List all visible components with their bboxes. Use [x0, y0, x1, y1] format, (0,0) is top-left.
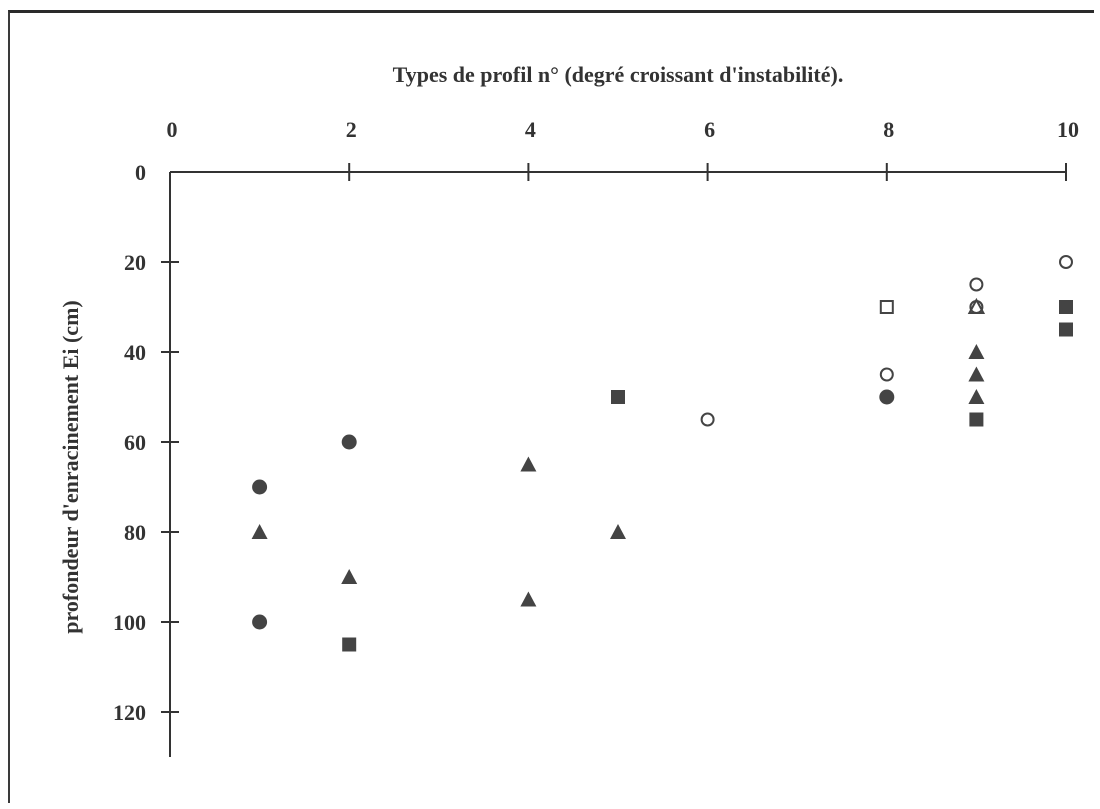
filled-square-marker: [342, 637, 357, 652]
filled-square-marker: [611, 390, 625, 404]
filled-triangle-marker: [251, 524, 268, 539]
chart-frame: [8, 10, 1094, 803]
y-tick-labels: 0 20 40 60 80 100 120: [113, 160, 146, 725]
x-tick-label: 0: [167, 117, 178, 142]
x-tick-label: 10: [1057, 117, 1079, 142]
x-tick-label: 8: [883, 117, 894, 142]
y-tick-label: 60: [124, 430, 146, 455]
open-circle-marker: [700, 412, 715, 427]
filled-circle-marker: [252, 479, 268, 495]
y-tick-label: 40: [124, 340, 146, 365]
x-tick-label: 6: [704, 117, 715, 142]
x-axis-title: Types de profil n° (degré croissant d'in…: [393, 62, 844, 87]
filled-square-marker: [1059, 300, 1073, 314]
filled-triangle-marker: [610, 524, 626, 539]
open-circle-marker: [879, 367, 894, 382]
filled-circle-marker: [252, 614, 268, 630]
filled-triangle-marker: [968, 389, 985, 404]
filled-triangle-marker: [520, 591, 537, 607]
filled-circle-marker: [341, 434, 357, 450]
filled-triangle-marker: [968, 366, 985, 382]
y-tick-label: 0: [135, 160, 146, 185]
x-tick-label: 2: [346, 117, 357, 142]
y-tick-label: 80: [124, 520, 146, 545]
data-points: [251, 255, 1073, 652]
filled-triangle-marker: [520, 456, 537, 472]
open-triangle-marker: [967, 297, 986, 314]
filled-square-marker: [1059, 322, 1073, 337]
y-axis-title: profondeur d'enracinement Ei (cm): [58, 300, 83, 633]
y-tick-label: 120: [113, 700, 146, 725]
filled-triangle-marker: [968, 344, 985, 359]
filled-circle-marker: [879, 389, 895, 405]
filled-triangle-marker: [341, 569, 358, 584]
x-tick-labels: 0 2 4 6 8 10: [167, 117, 1080, 142]
x-tick-label: 4: [525, 117, 536, 142]
open-square-marker: [879, 300, 894, 314]
open-circle-marker: [1059, 255, 1073, 269]
y-tick-label: 100: [113, 610, 146, 635]
axes: [161, 163, 1067, 757]
open-circle-marker: [969, 277, 984, 292]
y-tick-label: 20: [124, 250, 146, 275]
filled-square-marker: [969, 412, 984, 427]
